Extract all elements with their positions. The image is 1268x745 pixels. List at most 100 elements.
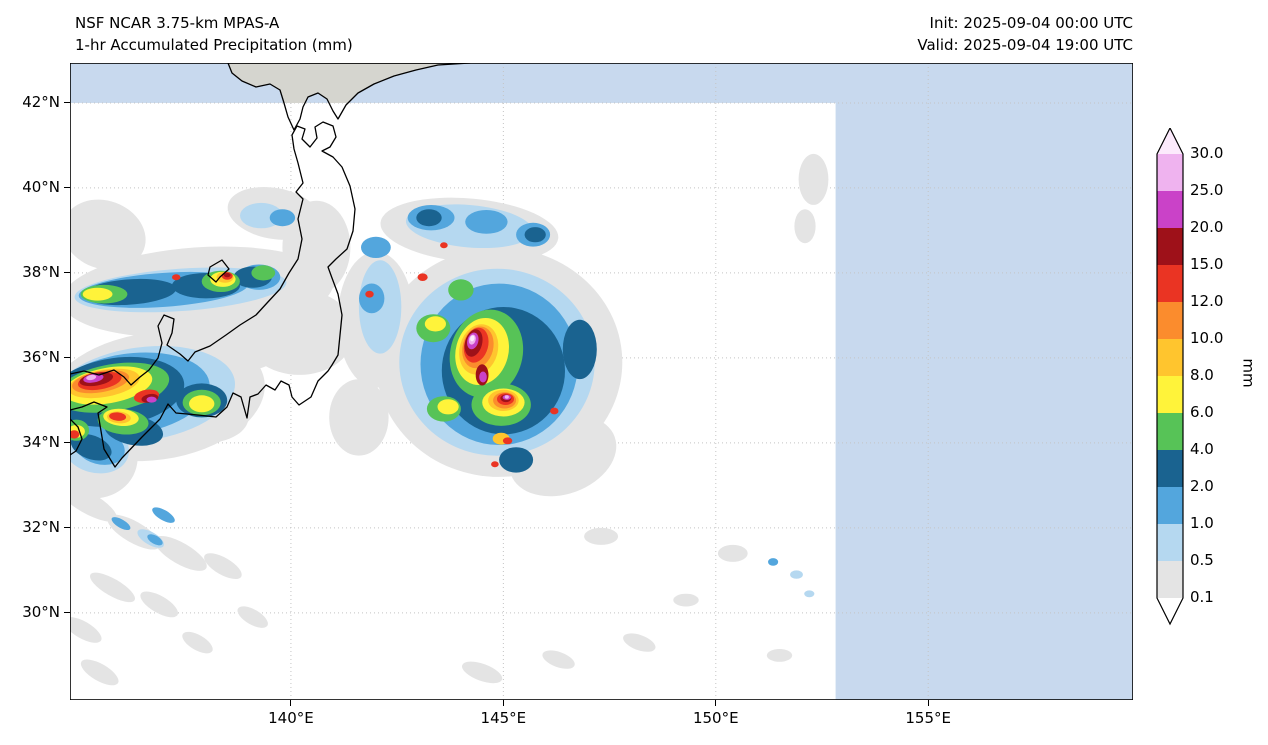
axis-tick <box>715 700 717 706</box>
colorbar-band <box>1157 154 1183 191</box>
axis-tick <box>290 700 292 706</box>
precip-cell <box>623 633 656 652</box>
precip-cell <box>152 507 175 523</box>
colorbar-over-arrow <box>1157 128 1183 154</box>
y-tick-label: 38°N <box>22 262 60 281</box>
colorbar-band <box>1157 524 1183 561</box>
axis-tick <box>64 442 70 444</box>
colorbar-tick-label: 6.0 <box>1190 403 1214 421</box>
precip-cell <box>562 319 597 380</box>
precip-cell <box>798 153 829 205</box>
colorbar-bar <box>1156 126 1184 626</box>
colorbar-tick-label: 0.1 <box>1190 588 1214 606</box>
precip-cell <box>424 316 446 332</box>
colorbar-band <box>1157 228 1183 265</box>
valid-time-label: Valid: 2025-09-04 19:00 UTC <box>917 36 1133 54</box>
time-block: Init: 2025-09-04 00:00 UTC Valid: 2025-0… <box>917 12 1133 56</box>
precip-cell <box>182 631 213 654</box>
precip-cell <box>504 395 509 399</box>
x-tick-label: 155°E <box>905 709 951 727</box>
field-title: 1-hr Accumulated Precipitation (mm) <box>75 36 353 54</box>
x-tick-label: 140°E <box>268 709 314 727</box>
precip-cell <box>491 461 499 468</box>
precip-cell <box>717 544 748 562</box>
title-block: NSF NCAR 3.75-km MPAS-A 1-hr Accumulated… <box>75 12 353 56</box>
precip-cell <box>470 335 475 342</box>
colorbar-band <box>1157 561 1183 598</box>
y-tick-label: 40°N <box>22 177 60 196</box>
precip-cell <box>584 527 619 545</box>
colorbar-tick-label: 4.0 <box>1190 440 1214 458</box>
colorbar-band <box>1157 413 1183 450</box>
colorbar-tick-label: 2.0 <box>1190 477 1214 495</box>
sado-island <box>207 259 230 283</box>
precip-cell <box>147 534 163 546</box>
colorbar-tick-label: 0.5 <box>1190 551 1214 569</box>
colorbar-band <box>1157 450 1183 487</box>
axis-tick <box>64 272 70 274</box>
precip-cell <box>416 209 442 227</box>
precip-cell <box>251 265 276 281</box>
precip-cell <box>502 437 513 445</box>
axis-tick <box>64 527 70 529</box>
precip-cell <box>90 572 135 603</box>
colorbar-band <box>1157 302 1183 339</box>
precip-cell <box>82 287 113 301</box>
precip-cell <box>448 279 474 301</box>
precip-cell <box>542 650 575 669</box>
model-title: NSF NCAR 3.75-km MPAS-A <box>75 14 280 32</box>
y-tick-label: 30°N <box>22 602 60 621</box>
colorbar-tick-label: 12.0 <box>1190 292 1224 310</box>
colorbar-band <box>1157 376 1183 413</box>
precip-cell <box>417 273 428 281</box>
precip-cell <box>440 242 448 249</box>
precip-cell <box>524 227 546 243</box>
colorbar-outline <box>1156 126 1184 626</box>
colorbar-tick-label: 15.0 <box>1190 255 1224 273</box>
precip-cell <box>329 379 389 456</box>
y-tick-label: 42°N <box>22 92 60 111</box>
colorbar-tick-label: 8.0 <box>1190 366 1214 384</box>
honshu-coastline <box>69 121 356 468</box>
y-tick-label: 34°N <box>22 432 60 451</box>
precip-cell <box>172 274 181 281</box>
precip-cell <box>70 616 102 643</box>
precip-cell <box>790 570 803 579</box>
precip-cell <box>768 558 779 566</box>
map-canvas <box>69 62 1134 701</box>
precip-cell <box>146 396 157 403</box>
axis-tick <box>64 612 70 614</box>
colorbar-tick-label: 20.0 <box>1190 218 1224 236</box>
colorbar-tick-label: 1.0 <box>1190 514 1214 532</box>
precip-cell <box>70 483 117 522</box>
axis-tick <box>502 700 504 706</box>
colorbar-unit-label: mm <box>1239 358 1258 388</box>
y-tick-label: 32°N <box>22 517 60 536</box>
precip-cell <box>154 535 207 571</box>
y-tick-label: 36°N <box>22 347 60 366</box>
precip-cell <box>70 430 80 439</box>
precip-cell <box>499 447 534 473</box>
colorbar-band <box>1157 191 1183 228</box>
x-tick-label: 145°E <box>480 709 527 727</box>
init-time-label: Init: 2025-09-04 00:00 UTC <box>929 14 1133 32</box>
precip-cell <box>269 209 296 227</box>
axis-tick <box>64 102 70 104</box>
x-tick-label: 150°E <box>692 709 739 727</box>
precipitation-field <box>70 153 829 686</box>
colorbar-tick-label: 30.0 <box>1190 144 1224 162</box>
precip-cell <box>804 590 815 598</box>
colorbar-tick-label: 25.0 <box>1190 181 1224 199</box>
map-plot <box>69 62 1134 701</box>
precip-cell <box>361 236 391 258</box>
precip-cell <box>204 553 242 580</box>
colorbar-band <box>1157 339 1183 376</box>
precip-cell <box>223 273 231 278</box>
precip-cell <box>80 659 119 686</box>
precip-cell <box>479 371 487 383</box>
hokkaido-landmass <box>228 63 470 103</box>
colorbar-band <box>1157 265 1183 302</box>
precip-cell <box>86 374 97 381</box>
precip-cell <box>237 606 268 628</box>
